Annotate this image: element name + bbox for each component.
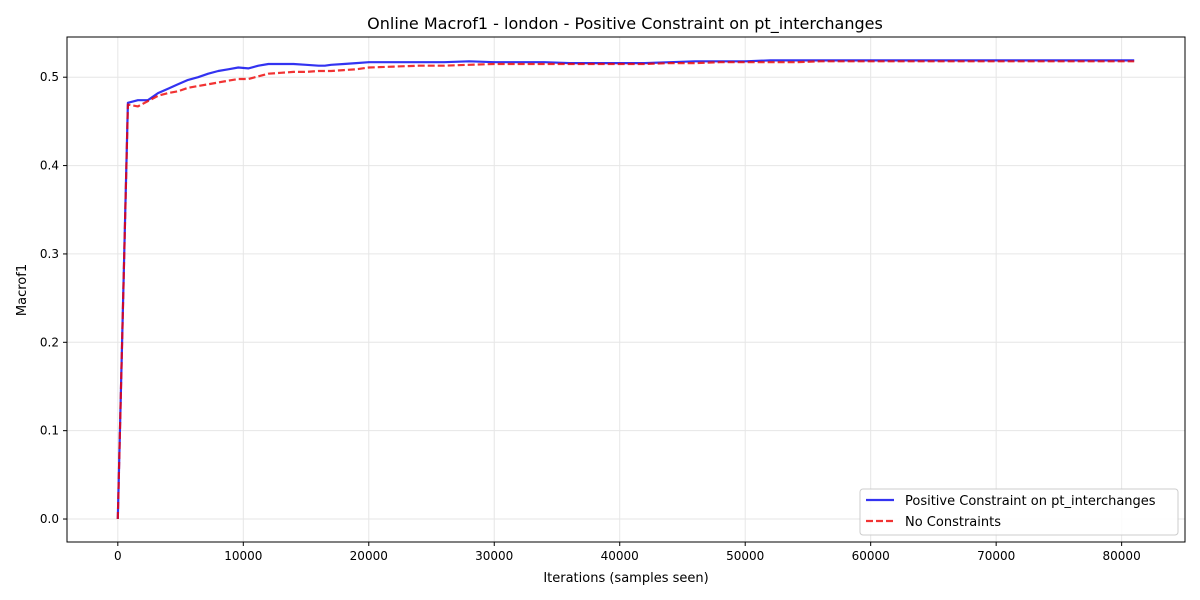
x-tick-label: 10000 <box>224 549 262 563</box>
x-tick-label: 0 <box>114 549 122 563</box>
y-tick-label: 0.3 <box>40 247 59 261</box>
legend-label: Positive Constraint on pt_interchanges <box>905 494 1156 509</box>
y-tick-label: 0.0 <box>40 512 59 526</box>
y-axis-title: Macrof1 <box>15 264 30 316</box>
y-tick-label: 0.1 <box>40 424 59 438</box>
x-tick-label: 40000 <box>601 549 639 563</box>
series-line-1 <box>116 59 1135 520</box>
y-tick-label: 0.2 <box>40 335 59 349</box>
legend-box <box>859 488 1179 536</box>
x-tick-label: 80000 <box>1103 549 1141 563</box>
chart-title: Online Macrof1 - london - Positive Const… <box>367 14 883 34</box>
y-tick-label: 0.4 <box>40 159 59 173</box>
series-line-2 <box>116 60 1135 520</box>
plot-frame <box>66 36 1186 543</box>
x-axis-title: Iterations (samples seen) <box>543 571 708 586</box>
grid-lines <box>67 37 1185 542</box>
x-tick-label: 50000 <box>726 549 764 563</box>
series-lines <box>116 59 1135 520</box>
x-tick-label: 30000 <box>475 549 513 563</box>
axis-ticks: 0 10000 20000 30000 40000 50000 60000 70000 8000… <box>40 70 1141 563</box>
legend: Positive Constraint on pt_interchanges No… <box>859 488 1179 536</box>
x-tick-label: 60000 <box>852 549 890 563</box>
x-tick-label: 70000 <box>977 549 1015 563</box>
y-tick-label: 0.5 <box>40 70 59 84</box>
x-tick-label: 20000 <box>350 549 388 563</box>
legend-label: No Constraints <box>905 515 1001 530</box>
